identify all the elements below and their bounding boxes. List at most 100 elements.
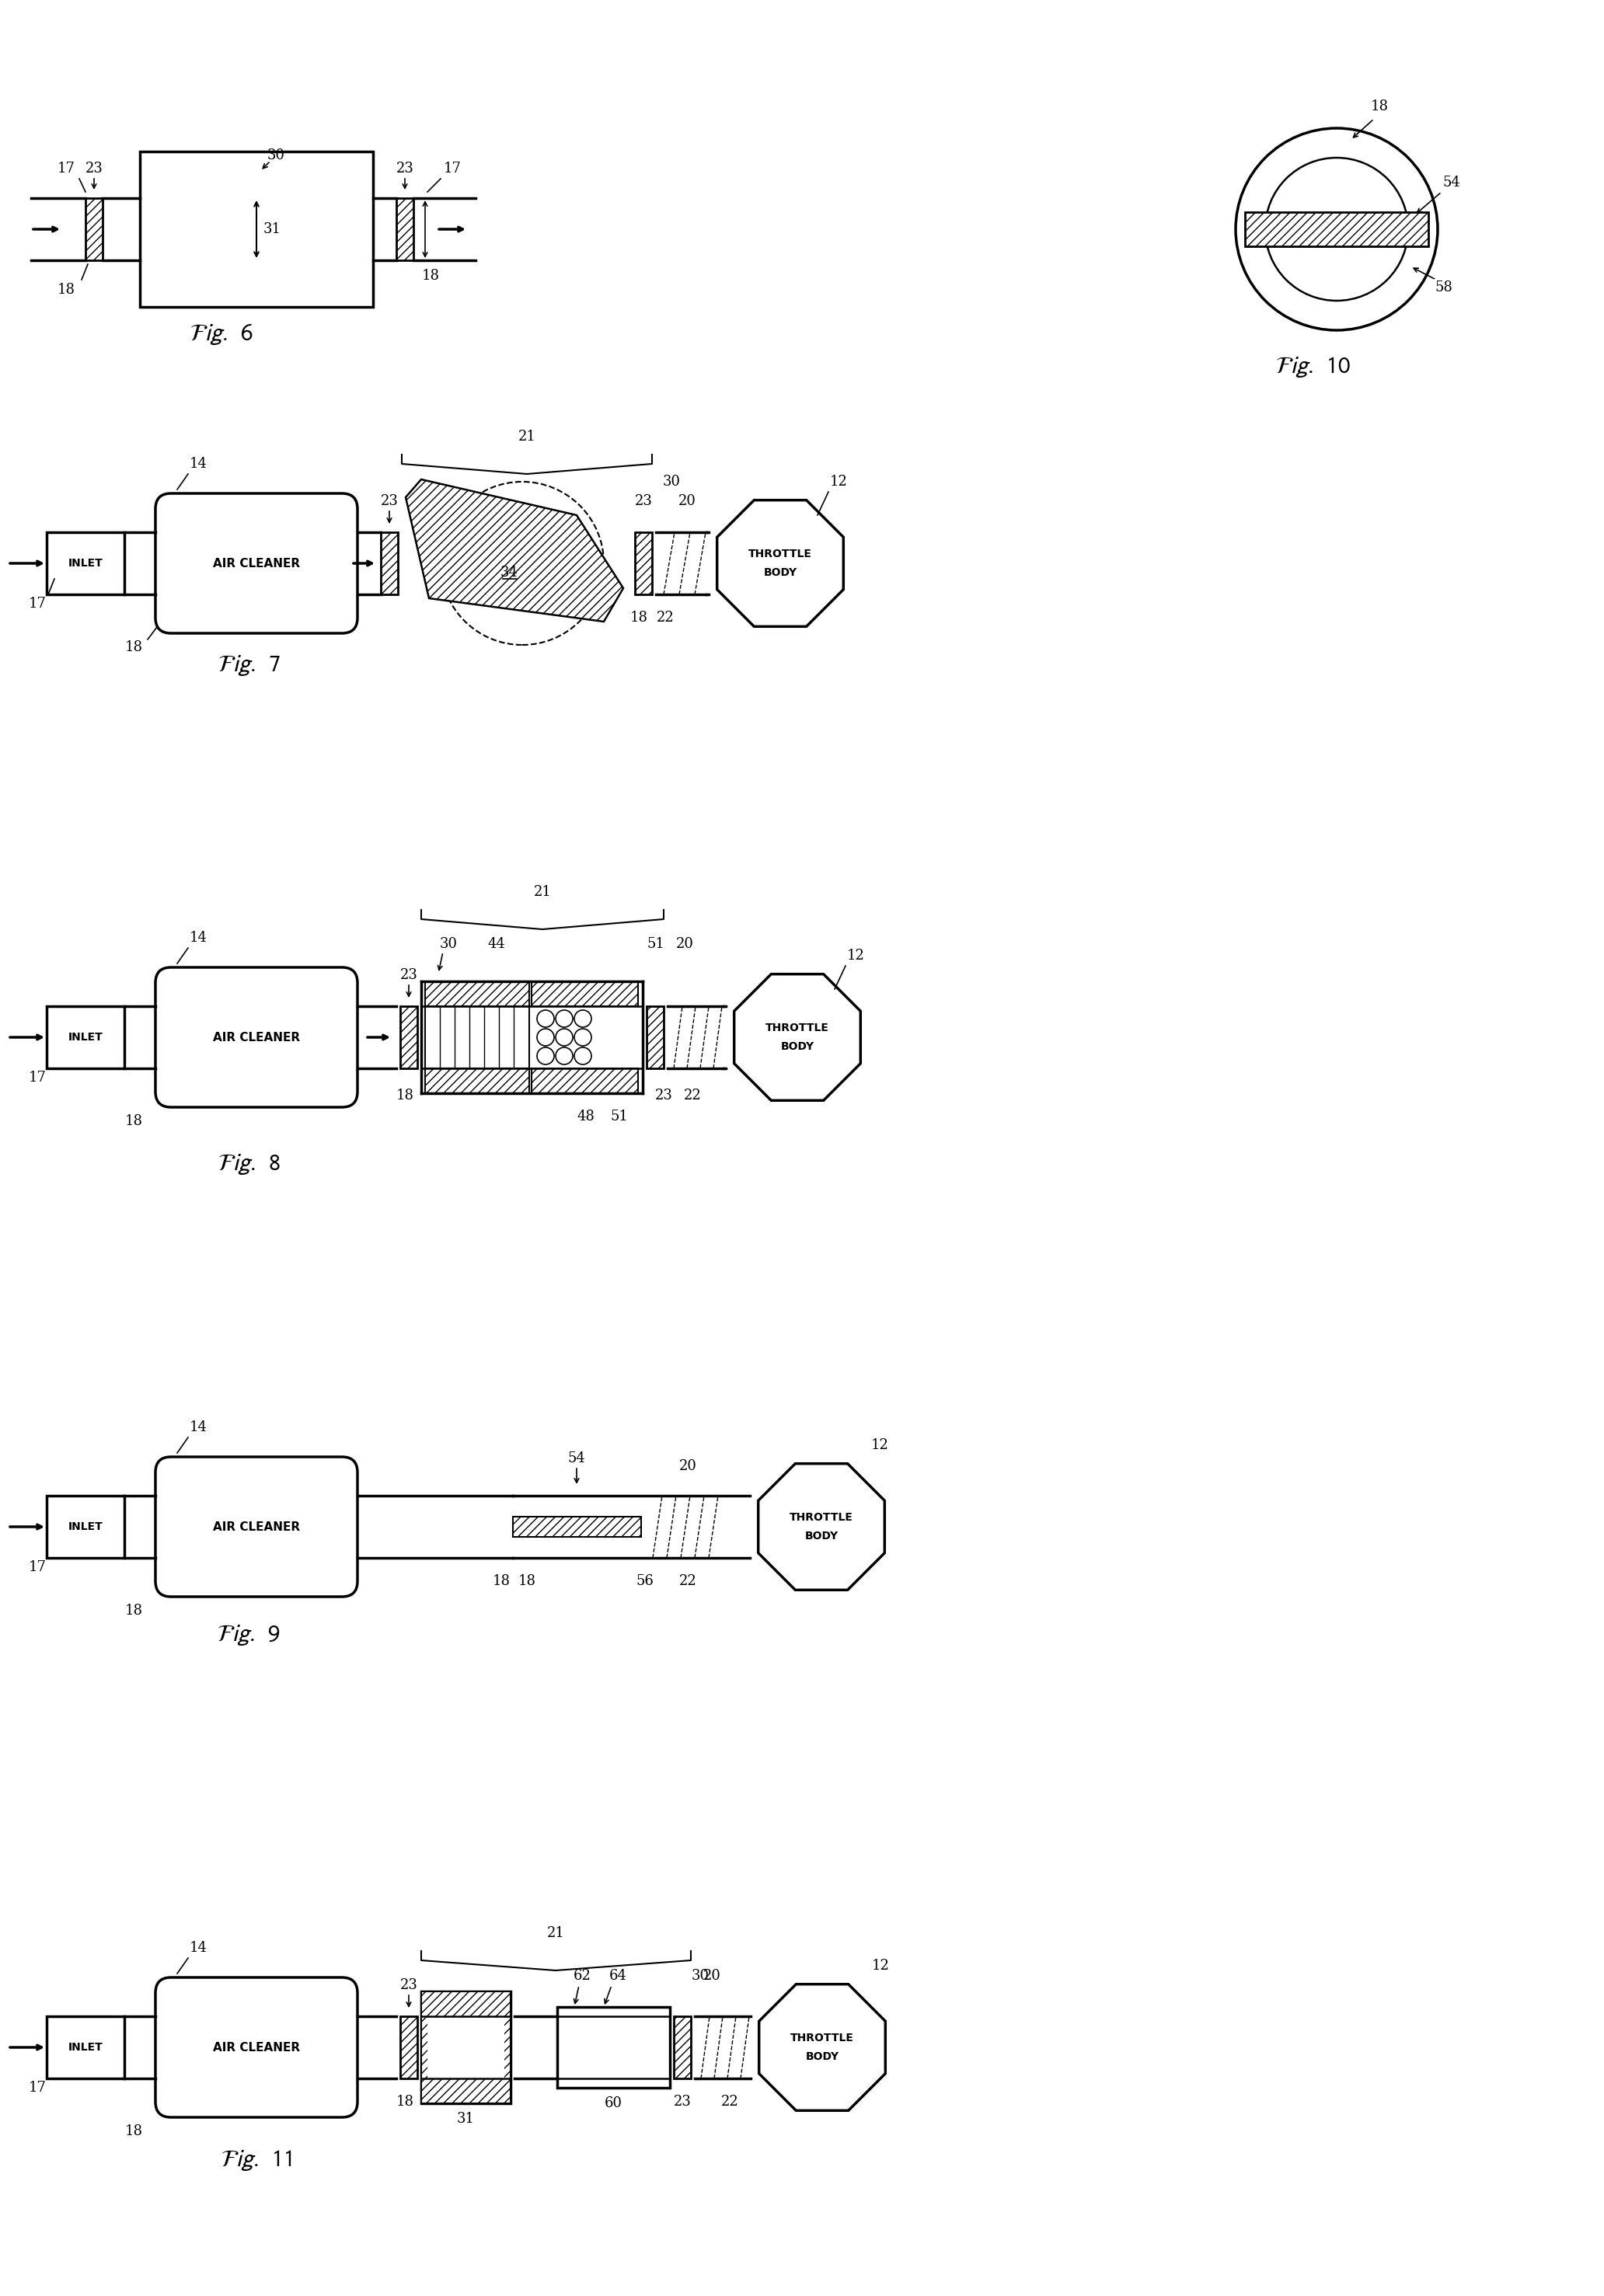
Bar [140,152,374,308]
Bar [47,2016,125,2078]
Text: 60: 60 [605,2096,622,2110]
Text: 22: 22 [656,611,674,625]
Bar [427,2016,504,2078]
Text: 22: 22 [720,2094,738,2108]
Text: 54: 54 [1444,174,1461,191]
Text: 48: 48 [577,1109,595,1123]
FancyBboxPatch shape [156,1977,358,2117]
Text: BODY: BODY [781,1040,815,1052]
Text: 17: 17 [29,2080,47,2094]
Text: 18: 18 [58,282,75,296]
Text: 20: 20 [675,937,693,951]
Bar [422,1991,510,2103]
Text: 51: 51 [611,1109,629,1123]
Bar [425,1006,529,1068]
Text: THROTTLE: THROTTLE [791,2032,853,2043]
Text: $\mathcal{Fig.\ 7}$: $\mathcal{Fig.\ 7}$ [217,654,281,677]
Text: 44: 44 [488,937,505,951]
Text: AIR CLEANER: AIR CLEANER [213,558,300,569]
Text: 58: 58 [1436,280,1453,294]
Bar [635,533,651,595]
FancyBboxPatch shape [156,494,358,634]
Text: 14: 14 [189,457,207,471]
Text: 17: 17 [58,161,75,174]
FancyBboxPatch shape [156,967,358,1107]
Text: 23: 23 [635,494,653,507]
Polygon shape [717,501,844,627]
Text: 23: 23 [399,1979,417,1993]
Text: 56: 56 [637,1575,654,1589]
Text: INLET: INLET [67,2041,103,2053]
Bar [513,1518,642,1536]
Text: 12: 12 [829,475,847,489]
Text: 18: 18 [125,641,143,654]
FancyBboxPatch shape [156,1458,358,1596]
Text: $\mathcal{Fig.\ 9}$: $\mathcal{Fig.\ 9}$ [217,1623,281,1649]
Text: 23: 23 [674,2094,691,2108]
Bar [401,1006,417,1068]
Text: INLET: INLET [67,1031,103,1042]
Text: 14: 14 [189,1421,207,1435]
Text: 31: 31 [457,2112,475,2126]
Text: INLET: INLET [67,558,103,569]
Text: BODY: BODY [805,2050,839,2062]
Text: 21: 21 [518,429,536,443]
Text: 54: 54 [568,1451,585,1465]
Text: 21: 21 [534,884,552,900]
Text: 64: 64 [610,1970,627,1984]
Text: THROTTLE: THROTTLE [749,549,812,560]
Text: 14: 14 [189,930,207,946]
Text: 17: 17 [443,161,462,174]
Bar [531,980,638,1006]
Text: 31: 31 [263,223,281,236]
Text: 20: 20 [678,1460,696,1474]
Text: 18: 18 [492,1575,510,1589]
Text: AIR CLEANER: AIR CLEANER [213,2041,300,2053]
Polygon shape [406,480,624,622]
Text: 18: 18 [125,1603,143,1619]
Bar [646,1006,664,1068]
Text: 23: 23 [85,161,103,174]
Text: 23: 23 [380,494,398,507]
Text: BODY: BODY [764,567,797,579]
Bar [531,1068,638,1093]
Text: 18: 18 [125,2124,143,2138]
Text: 23: 23 [396,161,414,174]
Bar [396,197,414,259]
Text: $\mathcal{Fig.\ 8}$: $\mathcal{Fig.\ 8}$ [217,1153,281,1178]
Polygon shape [735,974,860,1100]
Text: 18: 18 [396,1088,414,1102]
Text: 18: 18 [125,1114,143,1127]
Bar [425,980,529,1006]
Text: INLET: INLET [67,1522,103,1531]
Bar [425,1068,529,1093]
Polygon shape [759,1463,885,1589]
Text: 62: 62 [573,1970,590,1984]
Text: 30: 30 [439,937,457,951]
Bar [401,2016,417,2078]
Bar [380,533,398,595]
Text: $\mathcal{Fig.\ 10}$: $\mathcal{Fig.\ 10}$ [1275,356,1351,379]
Text: THROTTLE: THROTTLE [789,1513,853,1522]
Bar [47,1495,125,1559]
Text: 12: 12 [847,948,865,962]
Text: 23: 23 [654,1088,672,1102]
Text: 22: 22 [683,1088,701,1102]
Bar [47,1006,125,1068]
Bar [47,533,125,595]
Text: 20: 20 [678,494,696,507]
Text: $\mathcal{Fig.\ 11}$: $\mathcal{Fig.\ 11}$ [221,2149,292,2172]
Bar [674,2016,691,2078]
Text: 17: 17 [29,1561,47,1575]
Text: 17: 17 [29,1070,47,1084]
Text: 18: 18 [422,269,439,282]
Text: 23: 23 [399,969,417,983]
Text: 18: 18 [630,611,648,625]
Text: 18: 18 [518,1575,536,1589]
Text: BODY: BODY [805,1531,839,1541]
Bar [422,1991,510,2103]
Text: 12: 12 [871,1437,889,1451]
Polygon shape [759,1984,885,2110]
Text: 21: 21 [547,1926,565,1940]
Text: 30: 30 [691,1970,709,1984]
